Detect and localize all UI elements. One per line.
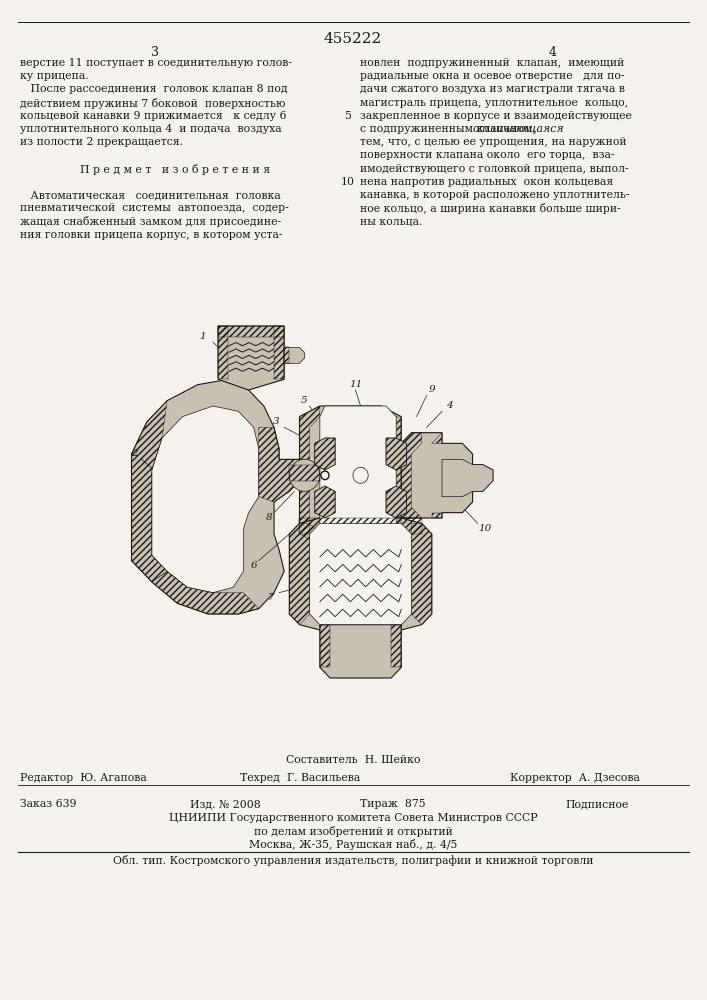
Text: ку прицепа.: ку прицепа.: [20, 71, 88, 81]
Text: отличающаяся: отличающаяся: [472, 124, 563, 134]
Text: Обл. тип. Костромского управления издательств, полиграфии и книжной торговли: Обл. тип. Костромского управления издате…: [112, 855, 593, 866]
Text: ное кольцо, а ширина канавки больше шири-: ное кольцо, а ширина канавки больше шири…: [360, 203, 621, 214]
Text: закрепленное в корпусе и взаимодействующее: закрепленное в корпусе и взаимодействующ…: [360, 111, 632, 121]
Text: тем, что, с целью ее упрощения, на наружной: тем, что, с целью ее упрощения, на наруж…: [360, 137, 626, 147]
Text: 1: 1: [199, 332, 206, 341]
Polygon shape: [132, 379, 300, 614]
Text: с подпружиненным клапаном,: с подпружиненным клапаном,: [360, 124, 539, 134]
Text: 3: 3: [151, 46, 159, 59]
Text: 10: 10: [341, 177, 355, 187]
Polygon shape: [152, 406, 259, 593]
Text: дачи сжатого воздуха из магистрали тягача в: дачи сжатого воздуха из магистрали тягач…: [360, 84, 625, 94]
Polygon shape: [320, 406, 396, 545]
Text: После рассоединения  головок клапан 8 под: После рассоединения головок клапан 8 под: [20, 84, 288, 94]
Polygon shape: [315, 486, 335, 518]
Text: жащая снабженный замком для присоедине-: жащая снабженный замком для присоедине-: [20, 216, 281, 227]
Text: кольцевой канавки 9 прижимается   к седлу 6: кольцевой канавки 9 прижимается к седлу …: [20, 111, 286, 121]
Text: 9: 9: [428, 385, 435, 394]
Text: 8: 8: [266, 514, 272, 522]
Text: нена напротив радиальных  окон кольцевая: нена напротив радиальных окон кольцевая: [360, 177, 613, 187]
Text: радиальные окна и осевое отверстие   для по-: радиальные окна и осевое отверстие для п…: [360, 71, 624, 81]
Polygon shape: [386, 438, 407, 470]
Circle shape: [353, 467, 368, 483]
Text: 5: 5: [301, 396, 308, 405]
Text: 4: 4: [549, 46, 557, 59]
Polygon shape: [284, 347, 305, 363]
Text: действием пружины 7 боковой  поверхностью: действием пружины 7 боковой поверхностью: [20, 98, 286, 109]
Polygon shape: [320, 625, 402, 678]
Text: по делам изобретений и открытий: по делам изобретений и открытий: [254, 826, 452, 837]
Polygon shape: [310, 523, 411, 625]
Text: из полости 2 прекращается.: из полости 2 прекращается.: [20, 137, 183, 147]
Text: имодействующего с головкой прицепа, выпол-: имодействующего с головкой прицепа, выпо…: [360, 164, 629, 174]
Text: канавка, в которой расположено уплотнитель-: канавка, в которой расположено уплотните…: [360, 190, 629, 200]
Text: Автоматическая   соединительная  головка: Автоматическая соединительная головка: [20, 190, 281, 200]
Polygon shape: [315, 438, 335, 470]
Text: верстие 11 поступает в соединительную голов-: верстие 11 поступает в соединительную го…: [20, 58, 292, 68]
Polygon shape: [300, 406, 421, 545]
Text: Тираж  875: Тираж 875: [360, 799, 426, 809]
Text: Москва, Ж-35, Раушская наб., д. 4/5: Москва, Ж-35, Раушская наб., д. 4/5: [249, 839, 457, 850]
Text: пневматической  системы  автопоезда,  содер-: пневматической системы автопоезда, содер…: [20, 203, 288, 213]
Text: 5: 5: [344, 111, 351, 121]
Polygon shape: [402, 433, 493, 518]
Text: Заказ 639: Заказ 639: [20, 799, 76, 809]
Text: уплотнительного кольца 4  и подача  воздуха: уплотнительного кольца 4 и подача воздух…: [20, 124, 281, 134]
Text: 2: 2: [131, 450, 137, 458]
Text: 4: 4: [446, 401, 453, 410]
Text: Составитель  Н. Шейко: Составитель Н. Шейко: [286, 755, 420, 765]
Text: поверхности клапана около  его торца,  вза-: поверхности клапана около его торца, вза…: [360, 150, 614, 160]
Circle shape: [289, 459, 320, 491]
Text: Техред  Г. Васильева: Техред Г. Васильева: [240, 773, 360, 783]
Text: 455222: 455222: [324, 32, 382, 46]
Text: 7: 7: [268, 593, 275, 602]
Polygon shape: [289, 518, 432, 630]
Text: 3: 3: [274, 418, 280, 426]
Text: П р е д м е т   и з о б р е т е н и я: П р е д м е т и з о б р е т е н и я: [80, 164, 270, 175]
Text: 6: 6: [250, 562, 257, 570]
Text: Изд. № 2008: Изд. № 2008: [190, 799, 261, 809]
Text: новлен  подпружиненный  клапан,  имеющий: новлен подпружиненный клапан, имеющий: [360, 58, 624, 68]
Text: ния головки прицепа корпус, в котором уста-: ния головки прицепа корпус, в котором ус…: [20, 230, 283, 240]
Text: 10: 10: [479, 524, 492, 533]
Text: Подписное: Подписное: [565, 799, 629, 809]
Text: магистраль прицепа, уплотнительное  кольцо,: магистраль прицепа, уплотнительное кольц…: [360, 98, 628, 108]
Text: Редактор  Ю. Агапова: Редактор Ю. Агапова: [20, 773, 147, 783]
Text: Корректор  А. Дзесова: Корректор А. Дзесова: [510, 773, 640, 783]
Polygon shape: [442, 459, 493, 497]
Text: ЦНИИПИ Государственного комитета Совета Министров СССР: ЦНИИПИ Государственного комитета Совета …: [169, 813, 537, 823]
Text: 11: 11: [349, 380, 362, 389]
Text: ны кольца.: ны кольца.: [360, 216, 422, 226]
Polygon shape: [218, 326, 284, 390]
Polygon shape: [386, 486, 407, 518]
